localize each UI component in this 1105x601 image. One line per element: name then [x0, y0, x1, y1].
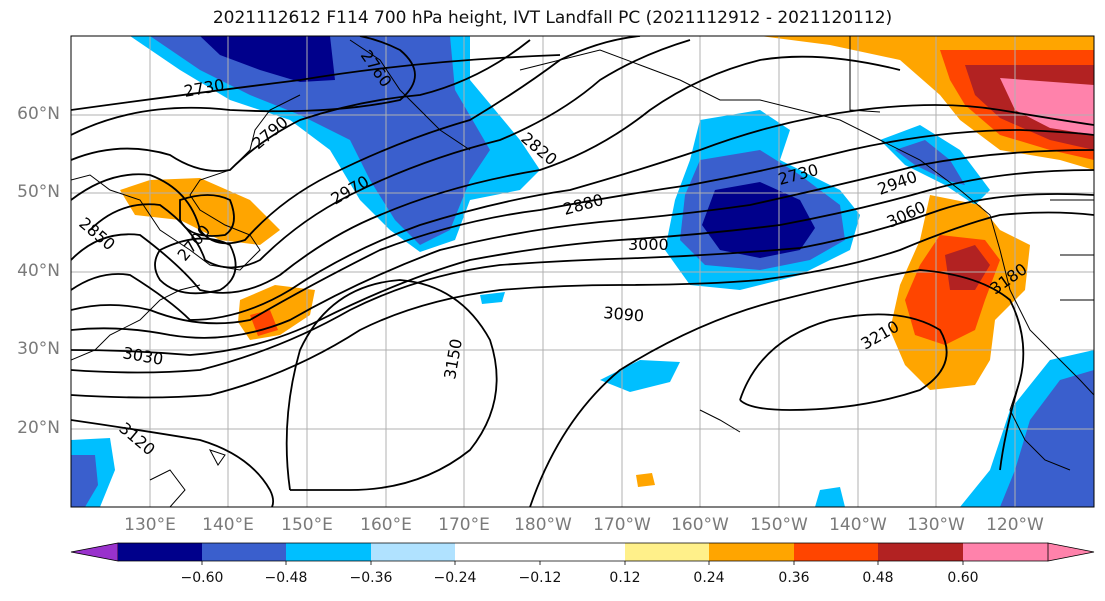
colorbar-segment [455, 543, 540, 561]
lon-label: 160°W [671, 515, 729, 535]
colorbar-extend-low [70, 542, 119, 562]
colorbar-segment [202, 543, 286, 561]
colorbar-tick-label: −0.48 [264, 570, 308, 586]
lon-label: 160°E [360, 515, 412, 535]
height-contours [71, 36, 1094, 507]
colorbar-tick-label: 0.24 [693, 570, 725, 586]
graticule [71, 36, 1094, 507]
colorbar-tick-label: 0.48 [862, 570, 894, 586]
lat-label: 30°N [17, 339, 60, 359]
coastlines [71, 36, 1094, 507]
lat-label: 20°N [17, 418, 60, 438]
colorbar-segment [709, 543, 794, 561]
colorbar-tick-label: −0.24 [433, 570, 477, 586]
lon-label: 150°W [750, 515, 808, 535]
colorbar-segment [118, 543, 202, 561]
lat-label: 40°N [17, 261, 60, 281]
colorbar-tick-label: −0.12 [518, 570, 562, 586]
contour-label: 3000 [628, 235, 669, 254]
lon-label: 180°W [514, 515, 572, 535]
colorbar-tick-label: 0.12 [609, 570, 641, 586]
contour-label: 3090 [603, 303, 645, 325]
lon-label: 130°W [907, 515, 965, 535]
lon-label: 120°W [986, 515, 1044, 535]
lon-label: 140°E [202, 515, 254, 535]
map-title: 2021112612 F114 700 hPa height, IVT Land… [212, 8, 893, 28]
map-frame [70, 35, 1095, 508]
colorbar-segment [794, 543, 878, 561]
lon-label: 170°E [438, 515, 490, 535]
lat-label: 50°N [17, 182, 60, 202]
colorbar-segment [625, 543, 709, 561]
lat-label: 60°N [17, 104, 60, 124]
colorbar-tick-label: −0.36 [349, 570, 393, 586]
colorbar-tick-label: 0.36 [778, 570, 810, 586]
colorbar-segment [286, 543, 371, 561]
colorbar-tick-label: 0.60 [947, 570, 979, 586]
colorbar-segment [878, 543, 963, 561]
colorbar-tick-label: −0.60 [180, 570, 224, 586]
colorbar-segment [540, 543, 625, 561]
lon-label: 170°W [593, 515, 651, 535]
colorbar-segment [963, 543, 1048, 561]
lon-label: 140°W [829, 515, 887, 535]
lon-label: 130°E [124, 515, 176, 535]
colorbar-segment [371, 543, 455, 561]
colorbar-extend-high [1047, 542, 1095, 562]
lon-label: 150°E [281, 515, 333, 535]
colorbar [70, 542, 1095, 565]
